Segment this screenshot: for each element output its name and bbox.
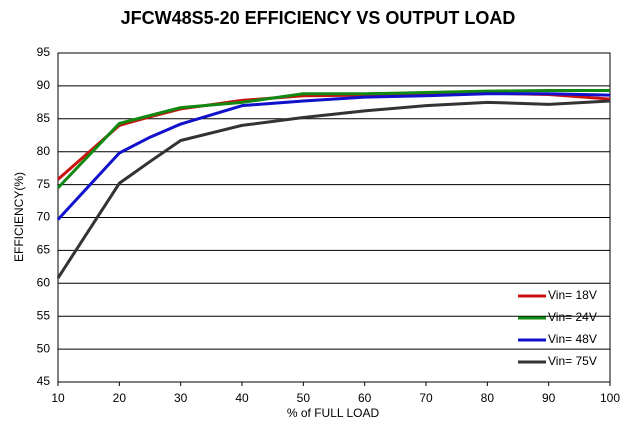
x-tick-label: 10 <box>51 391 65 405</box>
x-tick-label: 60 <box>358 391 372 405</box>
x-tick-label: 70 <box>419 391 433 405</box>
x-tick-label: 30 <box>174 391 188 405</box>
x-tick-label: 80 <box>481 391 495 405</box>
x-tick-label: 20 <box>113 391 127 405</box>
legend-label: Vin= 48V <box>548 332 597 346</box>
x-tick-label: 100 <box>600 391 620 405</box>
x-axis-label: % of FULL LOAD <box>287 406 380 420</box>
y-tick-label: 60 <box>37 275 51 289</box>
series-line <box>56 99 611 279</box>
x-tick-label: 40 <box>235 391 249 405</box>
y-tick-label: 45 <box>37 374 51 388</box>
y-tick-label: 90 <box>37 78 51 92</box>
y-tick-label: 70 <box>37 210 51 224</box>
y-tick-label: 95 <box>37 45 51 59</box>
chart-title: JFCW48S5-20 EFFICIENCY VS OUTPUT LOAD <box>121 8 516 28</box>
y-tick-label: 55 <box>37 308 51 322</box>
x-tick-label: 90 <box>542 391 556 405</box>
legend-label: Vin= 24V <box>548 310 597 324</box>
legend-label: Vin= 18V <box>548 288 597 302</box>
legend-label: Vin= 75V <box>548 354 597 368</box>
x-tick-label: 50 <box>297 391 311 405</box>
series-line <box>56 92 611 221</box>
y-tick-label: 65 <box>37 243 51 257</box>
y-tick-label: 50 <box>37 341 51 355</box>
y-tick-label: 85 <box>37 111 51 125</box>
y-tick-label: 75 <box>37 177 51 191</box>
series-line <box>56 89 610 189</box>
y-tick-label: 80 <box>37 144 51 158</box>
y-axis-label: EFFICIENCY(%) <box>12 172 26 262</box>
